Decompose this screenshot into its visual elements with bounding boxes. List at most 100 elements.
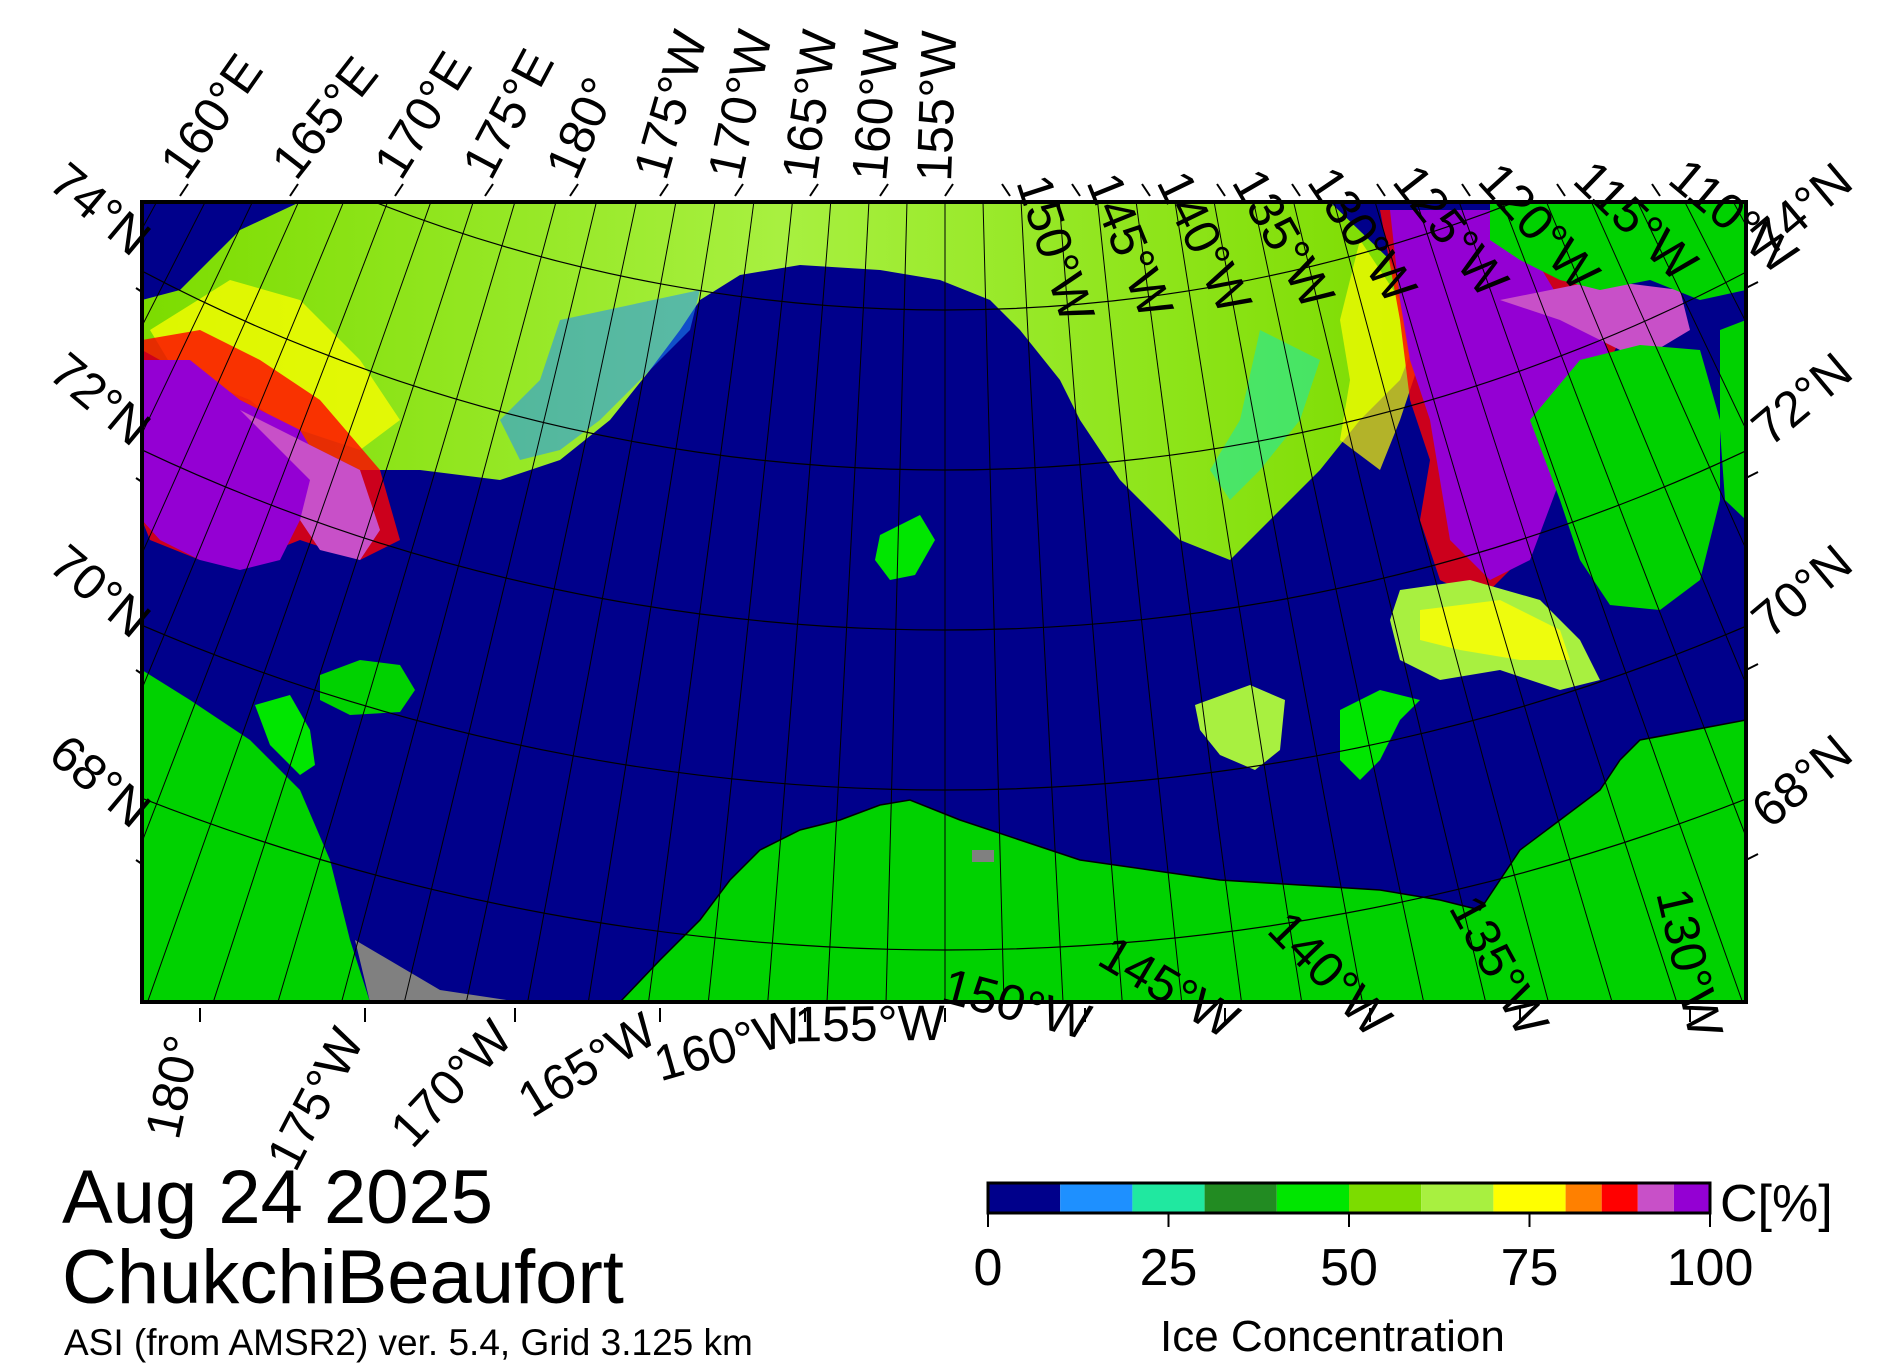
land-wrangel-island <box>320 660 415 715</box>
longitude-line <box>0 0 26 518</box>
floe-south-2 <box>1340 690 1420 780</box>
tick-mark <box>1745 471 1759 479</box>
lon-label-bottom: 155°W <box>794 995 946 1052</box>
colorbar-bin <box>1493 1183 1566 1213</box>
longitude-line <box>142 202 389 844</box>
colorbar-bin <box>1601 1183 1638 1213</box>
tick-mark <box>289 183 299 197</box>
pack-ice-margin-cyan <box>1210 330 1320 500</box>
colorbar-bin <box>1349 1183 1422 1213</box>
longitude-line <box>1864 0 1890 518</box>
colorbar-tick-label: 50 <box>1320 1239 1378 1297</box>
tick-mark <box>659 183 669 197</box>
longitude-line <box>0 0 2 471</box>
longitude-line <box>1590 202 1746 551</box>
tick-mark <box>879 183 889 197</box>
longitude-line <box>1293 202 1487 1002</box>
colorbar-bin <box>1673 1183 1710 1213</box>
tick-mark <box>1071 183 1081 197</box>
longitude-line <box>1135 202 1242 1002</box>
longitude-line <box>1416 202 1678 1002</box>
longitude-line <box>1097 202 1183 1002</box>
lon-label-bottom: 180° <box>134 1031 210 1144</box>
lon-label-top: 165°W <box>771 26 848 184</box>
longitude-line <box>1213 202 1363 1002</box>
longitude-line <box>212 202 474 1002</box>
lon-label-top: 160°W <box>841 27 910 183</box>
date-label: Aug 24 2025 <box>62 1155 494 1240</box>
lon-label-top: 155°W <box>906 29 967 182</box>
longitude-line <box>1058 202 1123 1002</box>
floe-west <box>255 695 315 775</box>
colorbar-bin <box>988 1183 1061 1213</box>
tick-mark <box>1216 183 1226 197</box>
lat-label-right: 70°N <box>1741 534 1863 649</box>
colorbar-tick-label: 100 <box>1667 1239 1754 1297</box>
coastline <box>619 719 1746 1002</box>
tick-mark <box>1141 183 1151 197</box>
dense-ice-west <box>142 360 330 570</box>
floe-south-1 <box>1195 685 1285 770</box>
colorbar-bin <box>1204 1183 1277 1213</box>
lon-label-bottom: 165°W <box>508 1001 666 1128</box>
lon-label-bottom: 160°W <box>648 997 809 1093</box>
longitude-line <box>707 202 793 1002</box>
lat-label-right: 72°N <box>1741 342 1863 457</box>
longitude-line <box>587 202 716 1002</box>
longitude-line <box>767 202 832 1002</box>
tick-mark <box>1745 853 1759 861</box>
tick-mark <box>135 669 143 675</box>
longitude-line <box>1501 202 1746 839</box>
colorbar-bin <box>1132 1183 1205 1213</box>
tick-mark <box>1291 183 1301 197</box>
lon-label-bottom: 170°W <box>379 1009 523 1158</box>
land-arctic-islands <box>1490 202 1746 300</box>
graticule <box>0 0 1890 1002</box>
longitude-line <box>403 202 597 1002</box>
longitude-line <box>1374 202 1613 1002</box>
tick-mark <box>1556 183 1566 197</box>
longitude-line <box>142 202 300 555</box>
longitude-line <box>146 202 432 1002</box>
map-panel <box>0 0 1890 1002</box>
no-data-speck <box>972 850 994 862</box>
tick-mark <box>569 183 579 197</box>
longitude-line <box>0 0 75 608</box>
tick-mark <box>809 183 819 197</box>
longitude-line <box>341 202 557 1002</box>
longitude-line <box>1253 202 1425 1002</box>
pack-ice-yellow-west <box>150 280 400 450</box>
longitude-line <box>0 0 50 563</box>
longitude-line <box>648 202 755 1002</box>
longitude-line <box>1458 202 1744 1002</box>
longitude-line <box>142 202 345 690</box>
colorbar: 0 25 50 75 100 <box>974 1181 1754 1297</box>
colorbar-bin <box>1637 1183 1674 1213</box>
tick-mark <box>1461 183 1471 197</box>
tick-mark <box>1745 663 1759 671</box>
tick-mark <box>179 183 189 197</box>
colorbar-tick-label: 75 <box>1501 1239 1559 1297</box>
tick-mark <box>135 477 143 483</box>
longitude-line <box>1840 0 1890 563</box>
land-banks-island <box>1530 345 1720 610</box>
ice-mackenzie-yellow <box>1420 600 1570 660</box>
longitude-line <box>1815 0 1890 608</box>
tick-mark <box>1745 281 1759 289</box>
map-frame <box>140 200 1748 1004</box>
tick-mark <box>484 183 494 197</box>
colorbar-bin <box>1565 1183 1602 1213</box>
longitude-line <box>1174 202 1303 1002</box>
land-alaska <box>620 720 1746 1002</box>
tick-mark <box>1001 183 1011 197</box>
floe-central <box>875 515 935 580</box>
longitude-line <box>1020 202 1064 1002</box>
pack-ice-north <box>142 202 1420 560</box>
colorbar-bin <box>1060 1183 1133 1213</box>
lon-label-top: 165°E <box>261 47 389 189</box>
longitude-line <box>527 202 677 1002</box>
lat-label-right: 68°N <box>1741 724 1863 839</box>
longitude-line <box>1333 202 1549 1002</box>
longitude-line <box>1545 202 1746 686</box>
